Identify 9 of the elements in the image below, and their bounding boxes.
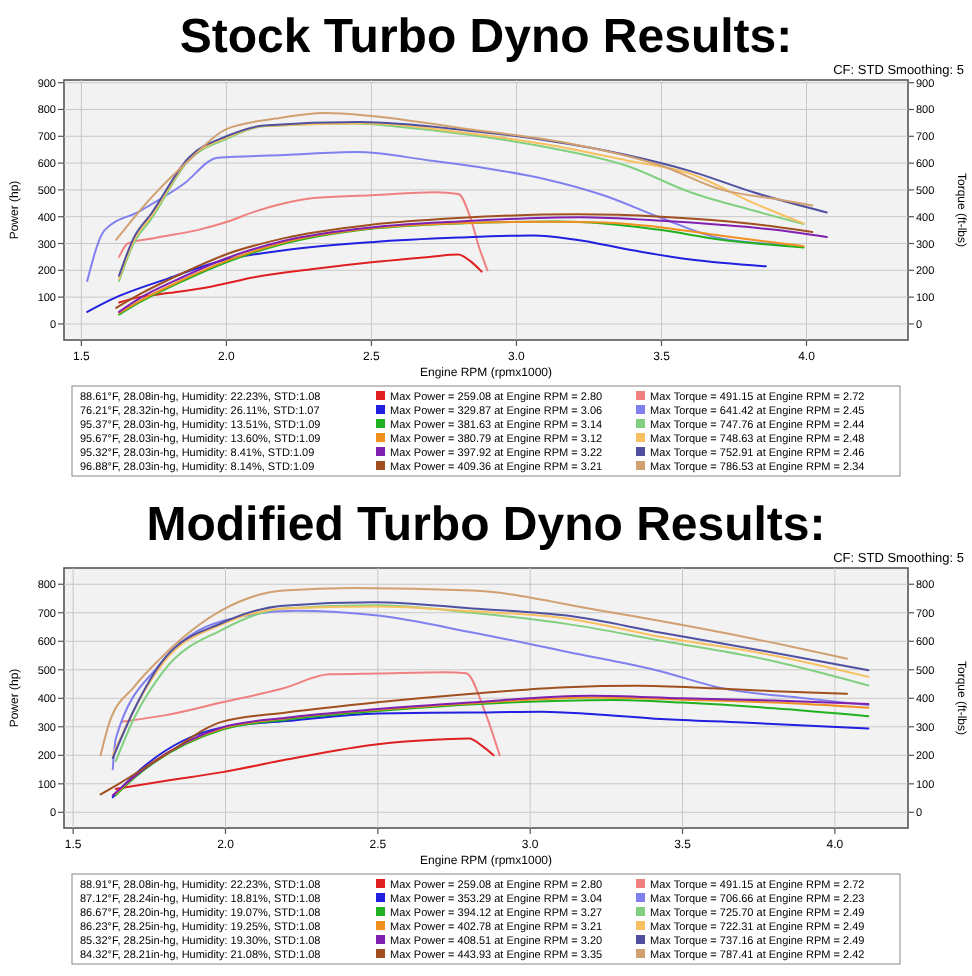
chart-title: Stock Turbo Dyno Results: — [179, 10, 793, 64]
line-series — [118, 253, 483, 304]
line-series — [86, 234, 767, 313]
chart-title: Modified Turbo Dyno Results: — [146, 498, 826, 552]
line-series — [86, 151, 788, 283]
line-series — [114, 737, 495, 790]
line-series — [115, 111, 814, 241]
line-series — [118, 191, 489, 272]
line-series — [120, 671, 501, 757]
